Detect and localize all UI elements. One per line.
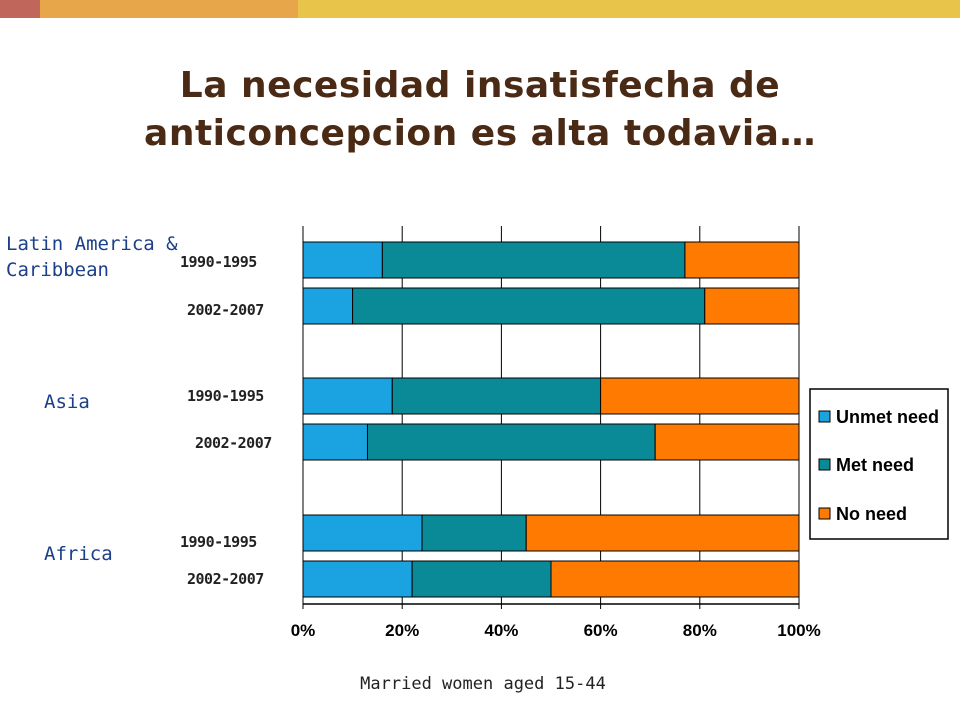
region-label-africa: Africa (44, 543, 113, 565)
bar-segment-met-need (391, 377, 602, 415)
bar-segment-unmet-need (302, 423, 368, 461)
title-line-1: La necesidad insatisfecha de (179, 65, 781, 106)
region-label-asia: Asia (44, 391, 90, 413)
bar-segment-no-need (600, 377, 800, 415)
top-bar-segment-3 (298, 0, 960, 18)
legend-label: Unmet need (836, 407, 939, 427)
bar-segment-unmet-need (302, 287, 354, 325)
bar-segment-met-need (411, 560, 552, 598)
period-label-asia-1990: 1990-1995 (187, 387, 264, 405)
region-label-latam-line-1: Latin America & (6, 233, 178, 255)
period-label-asia-2002: 2002-2007 (195, 434, 272, 452)
region-label-latam-line-2: Caribbean (6, 259, 109, 281)
bar-segment-no-need (704, 287, 800, 325)
top-bar-segment-2 (40, 0, 298, 18)
period-label-africa-2002: 2002-2007 (187, 570, 264, 588)
top-decorative-bar (0, 0, 960, 18)
region-label-latin-america: Latin America & Caribbean (6, 231, 178, 283)
bar-segment-met-need (421, 514, 527, 552)
legend-label: No need (836, 504, 907, 524)
bar-segment-no-need (525, 514, 800, 552)
x-tick-label: 0% (291, 621, 316, 640)
x-tick-label: 40% (484, 621, 518, 640)
bar-segment-met-need (352, 287, 706, 325)
x-tick-label: 100% (777, 621, 820, 640)
title-line-2: anticoncepcion es alta todavia… (144, 113, 816, 154)
bar-segment-unmet-need (302, 514, 423, 552)
period-label-africa-1990: 1990-1995 (180, 533, 257, 551)
x-axis-note: Married women aged 15-44 (360, 674, 606, 694)
bar-segment-met-need (381, 241, 686, 279)
slide-title: La necesidad insatisfecha de anticoncepc… (0, 62, 960, 158)
bar-segment-met-need (366, 423, 656, 461)
bar-segment-unmet-need (302, 560, 413, 598)
legend-swatch (818, 458, 831, 471)
bar-segment-unmet-need (302, 241, 383, 279)
top-bar-segment-1 (0, 0, 40, 18)
bar-segment-no-need (550, 560, 800, 598)
period-label-latam-1990: 1990-1995 (180, 253, 257, 271)
bar-segment-no-need (654, 423, 800, 461)
legend-swatch (818, 507, 831, 520)
bar-segment-unmet-need (302, 377, 393, 415)
legend-swatch (818, 410, 831, 423)
bar-segment-no-need (684, 241, 800, 279)
legend-label: Met need (836, 455, 914, 475)
x-tick-label: 60% (584, 621, 618, 640)
legend-box (809, 388, 949, 540)
x-tick-label: 80% (683, 621, 717, 640)
period-label-latam-2002: 2002-2007 (187, 301, 264, 319)
x-tick-label: 20% (385, 621, 419, 640)
